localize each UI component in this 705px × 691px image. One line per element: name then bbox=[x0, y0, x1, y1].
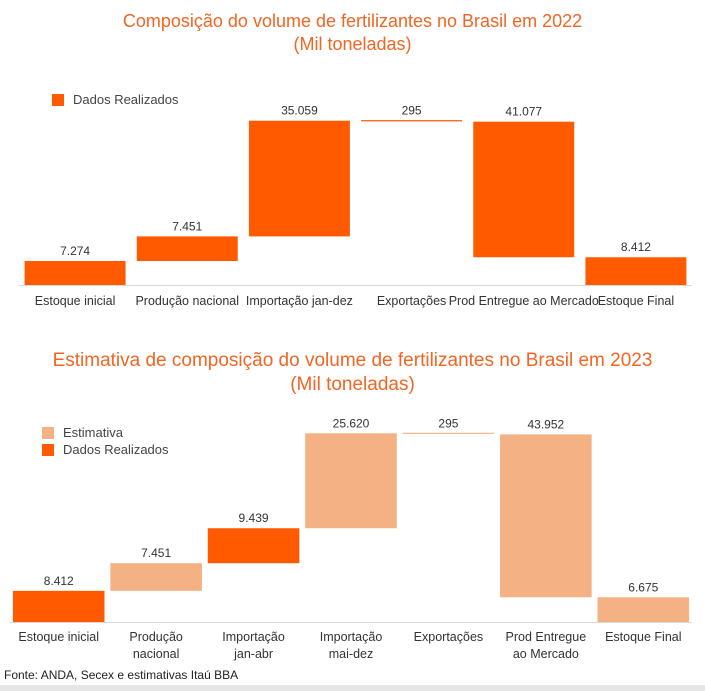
chart2-bar-3 bbox=[207, 528, 300, 564]
chart2-legend-swatch-realizados bbox=[42, 443, 54, 456]
chart1-value-label-6: 8.412 bbox=[621, 240, 651, 254]
chart1-category-label-4: Exportações bbox=[377, 294, 446, 308]
chart2-category-label-1: Estoque inicial bbox=[18, 630, 99, 644]
chart1-value-label-4: 295 bbox=[402, 104, 422, 118]
chart2-category-label-3-line-1: Importação bbox=[222, 630, 285, 644]
chart2-value-label-5: 295 bbox=[438, 416, 458, 430]
chart2-legend-swatch-estimativa bbox=[42, 426, 54, 439]
chart2-title-text: Estimativa de composição do volume de fe… bbox=[52, 350, 653, 371]
chart2-title: Estimativa de composição do volume de fe… bbox=[0, 349, 705, 397]
chart2-legend-estimativa: Estimativa bbox=[42, 425, 123, 440]
chart1-category-label-2: Produção nacional bbox=[135, 294, 239, 308]
chart1-value-label-5: 41.077 bbox=[505, 105, 542, 119]
chart2-category-label-4-line-1: Importação bbox=[320, 630, 383, 644]
chart1-value-label-2: 7.451 bbox=[172, 219, 202, 233]
chart1-bar-5 bbox=[473, 121, 575, 258]
chart2-value-label-3: 9.439 bbox=[239, 511, 269, 525]
chart2-bar-6 bbox=[500, 434, 592, 598]
chart2-category-label-2-line-1: Produção bbox=[129, 630, 183, 644]
bottom-divider bbox=[0, 685, 705, 691]
chart1-subtitle: (Mil toneladas) bbox=[293, 33, 412, 54]
chart2-bar-2 bbox=[110, 563, 202, 591]
chart1-bar-3 bbox=[248, 120, 350, 237]
chart2-category-label-6-line-1: Prod Entregue bbox=[506, 630, 587, 644]
chart1-title-text: Composição do volume de fertilizantes no… bbox=[122, 11, 583, 31]
chart2-category-label-7: Estoque Final bbox=[605, 630, 681, 644]
chart2-bar-7 bbox=[597, 597, 690, 622]
chart2-bar-1 bbox=[12, 590, 105, 622]
chart2-subtitle: (Mil toneladas) bbox=[290, 373, 415, 395]
chart2-category-label-3-line-2: jan-abr bbox=[233, 647, 273, 661]
chart1-category-label-6: Estoque Final bbox=[598, 294, 674, 308]
chart1-legend: Dados Realizados bbox=[52, 92, 179, 107]
chart2-category-label-6-line-2: ao Mercado bbox=[513, 647, 579, 661]
chart1-value-label-3: 35.059 bbox=[281, 104, 318, 118]
chart2-category-label-2-line-2: nacional bbox=[133, 647, 180, 661]
source-note: Fonte: ANDA, Secex e estimativas Itaú BB… bbox=[4, 668, 239, 682]
chart2-legend-realizados: Dados Realizados bbox=[42, 442, 169, 457]
chart2-value-label-4: 25.620 bbox=[333, 416, 370, 430]
chart1-title: Composição do volume de fertilizantes no… bbox=[0, 10, 705, 55]
chart1-legend-label-realizados: Dados Realizados bbox=[73, 92, 179, 107]
chart1-legend-swatch-realizados bbox=[52, 93, 64, 106]
chart2-value-label-6: 43.952 bbox=[528, 417, 565, 431]
chart2-legend-label-estimativa: Estimativa bbox=[63, 425, 123, 440]
chart1-bar-2 bbox=[136, 236, 238, 261]
chart2-value-label-2: 7.451 bbox=[141, 546, 171, 560]
chart1-category-label-1: Estoque inicial bbox=[35, 294, 116, 308]
chart1-category-label-3: Importação jan-dez bbox=[246, 294, 353, 308]
chart1-value-label-1: 7.274 bbox=[60, 244, 90, 258]
chart2-category-label-5: Exportações bbox=[414, 630, 483, 644]
chart1-category-label-5: Prod Entregue ao Mercado bbox=[449, 294, 599, 308]
chart2-value-label-7: 6.675 bbox=[628, 580, 658, 594]
chart2-category-label-4-line-2: mai-dez bbox=[329, 647, 373, 661]
chart2-value-label-1: 8.412 bbox=[44, 574, 74, 588]
chart1-bar-6 bbox=[585, 257, 687, 285]
chart2-legend-label-realizados: Dados Realizados bbox=[63, 442, 169, 457]
chart2-bar-4 bbox=[305, 433, 397, 529]
chart1-bar-1 bbox=[24, 260, 126, 285]
